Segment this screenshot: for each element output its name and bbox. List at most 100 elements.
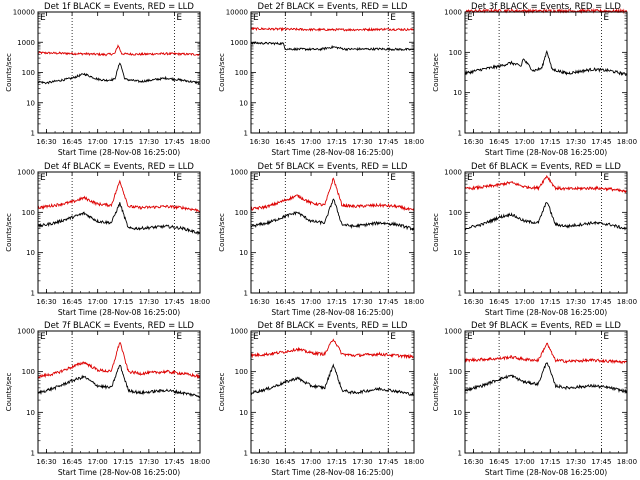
y-tick-label: 10: [239, 409, 248, 417]
corner-mark: E: [603, 173, 609, 183]
corner-mark: E: [40, 173, 46, 183]
panel-2: Det 2f BLACK = Events, RED = LLD Counts/s…: [218, 2, 424, 157]
y-axis-label: Counts/sec: [432, 373, 440, 412]
x-tick-label: 17:00: [301, 458, 321, 466]
y-tick-label: 1000: [444, 169, 462, 177]
x-tick-label: 16:30: [36, 458, 56, 466]
y-tick-label: 100: [22, 368, 35, 376]
plot-frame: [464, 171, 628, 294]
plot-frame: [464, 330, 628, 454]
panel-3: Det 3f BLACK = Events, RED = LLD Counts/s…: [432, 2, 637, 157]
y-tick-label: 10: [26, 249, 35, 257]
y-tick-label: 100: [22, 209, 35, 217]
y-tick-label: 100: [449, 49, 462, 57]
x-axis-label: Start Time (28-Nov-08 16:25:00): [58, 148, 180, 157]
plot-frame: [250, 171, 415, 294]
x-tick-label: 16:30: [463, 138, 483, 146]
events-series-line: [250, 41, 415, 52]
x-tick-label: 17:30: [139, 458, 159, 466]
y-tick-label: 10: [239, 99, 248, 107]
x-axis-label: Start Time (28-Nov-08 16:25:00): [485, 308, 607, 317]
y-tick-label: 100: [235, 69, 248, 77]
x-tick-label: 17:30: [352, 138, 372, 146]
corner-mark: E: [390, 173, 396, 183]
panel-title: Det 9f BLACK = Events, RED = LLD: [471, 321, 621, 331]
events-series-line: [37, 62, 200, 85]
x-tick-label: 18:00: [617, 458, 637, 466]
x-tick-label: 16:45: [489, 138, 509, 146]
x-tick-label: 17:00: [515, 458, 535, 466]
x-tick-label: 17:45: [164, 458, 184, 466]
x-tick-label: 16:30: [36, 298, 56, 306]
y-axis-label: Counts/sec: [5, 213, 13, 252]
x-tick-label: 17:45: [164, 138, 184, 146]
x-tick-label: 18:00: [190, 298, 210, 306]
lld-series-line: [464, 174, 627, 194]
y-tick-label: 1000: [17, 328, 35, 336]
y-tick-label: 1: [458, 450, 462, 458]
y-tick-label: 1: [458, 130, 462, 138]
lld-series-line: [250, 26, 415, 32]
x-tick-label: 17:00: [88, 138, 108, 146]
events-series-line: [37, 202, 201, 236]
events-series-line: [464, 362, 628, 394]
x-tick-label: 16:45: [275, 138, 295, 146]
y-tick-label: 1: [31, 290, 35, 298]
corner-mark: E: [176, 13, 182, 23]
x-tick-label: 16:30: [463, 298, 483, 306]
panel-6: Det 6f BLACK = Events, RED = LLD Counts/s…: [432, 162, 637, 317]
x-tick-label: 16:30: [249, 458, 269, 466]
panel-9: Det 9f BLACK = Events, RED = LLD Counts/s…: [432, 321, 637, 477]
x-tick-label: 17:30: [566, 458, 586, 466]
y-tick-label: 10: [453, 409, 462, 417]
x-tick-label: 16:30: [36, 138, 56, 146]
plot-frame: [37, 11, 201, 134]
plot-frame: [250, 11, 415, 134]
x-tick-label: 17:15: [540, 138, 560, 146]
x-tick-label: 17:00: [515, 298, 535, 306]
corner-mark: E: [467, 13, 473, 23]
corner-mark: E: [467, 173, 473, 183]
x-tick-label: 16:30: [249, 138, 269, 146]
events-series-line: [464, 202, 627, 231]
x-tick-label: 17:30: [139, 298, 159, 306]
x-tick-label: 17:45: [591, 458, 611, 466]
y-tick-label: 1: [244, 450, 248, 458]
x-tick-label: 17:15: [113, 138, 133, 146]
panel-title: Det 8f BLACK = Events, RED = LLD: [258, 321, 408, 331]
plot-frame: [464, 11, 628, 134]
x-tick-label: 16:45: [62, 298, 82, 306]
y-tick-label: 10: [26, 409, 35, 417]
lld-series-line: [37, 44, 200, 57]
panel-title: Det 7f BLACK = Events, RED = LLD: [44, 321, 194, 331]
x-tick-label: 16:30: [249, 298, 269, 306]
corner-mark: E: [176, 332, 182, 342]
y-tick-label: 100: [235, 209, 248, 217]
y-tick-label: 1000: [230, 39, 248, 47]
corner-mark: E: [390, 332, 396, 342]
corner-mark: E: [467, 332, 473, 342]
x-tick-label: 17:45: [378, 458, 398, 466]
corner-mark: E: [253, 13, 259, 23]
x-tick-label: 17:00: [88, 458, 108, 466]
x-tick-label: 17:15: [540, 458, 560, 466]
y-axis-label: Counts/sec: [5, 53, 13, 92]
plot-frame: [37, 330, 201, 454]
x-tick-label: 16:45: [275, 458, 295, 466]
x-tick-label: 18:00: [404, 138, 424, 146]
panel-1: Det 1f BLACK = Events, RED = LLD Counts/s…: [5, 2, 210, 157]
x-tick-label: 17:15: [540, 298, 560, 306]
corner-mark: E: [390, 13, 396, 23]
x-tick-label: 17:45: [378, 138, 398, 146]
x-tick-label: 17:15: [113, 298, 133, 306]
corner-mark: E: [176, 173, 182, 183]
y-axis-label: Counts/sec: [218, 213, 226, 252]
y-tick-label: 10: [453, 89, 462, 97]
lld-series-line: [250, 177, 415, 212]
y-tick-label: 10: [26, 99, 35, 107]
events-series-line: [37, 364, 201, 399]
plot-frame: [250, 330, 415, 454]
x-axis-label: Start Time (28-Nov-08 16:25:00): [485, 148, 607, 157]
y-tick-label: 10000: [226, 9, 248, 17]
